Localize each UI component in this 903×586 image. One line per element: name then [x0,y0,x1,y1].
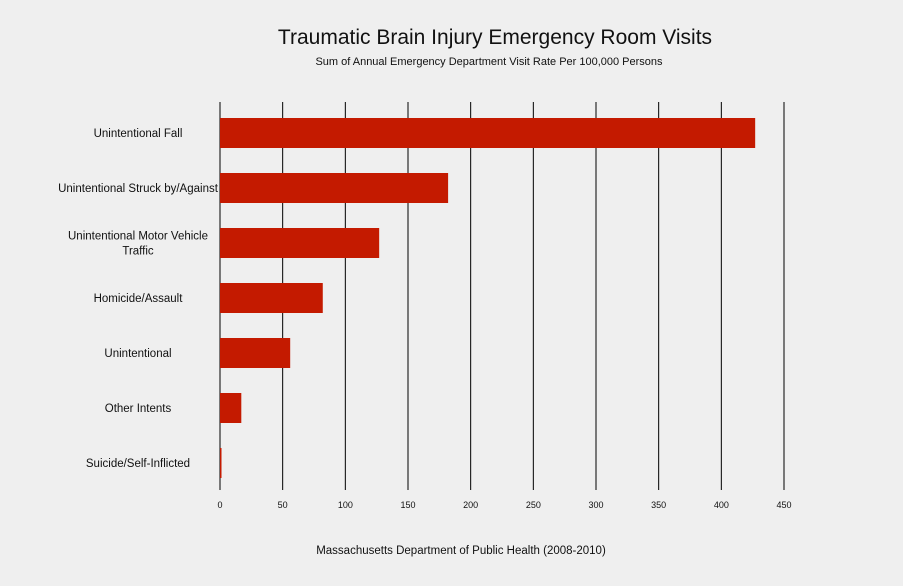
bar [220,338,291,368]
category-label: Homicide/Assault [94,293,184,305]
bar [220,118,756,148]
x-tick-label: 0 [217,500,222,510]
category-label: Other Intents [105,403,172,415]
bar [220,448,222,478]
chart-source: Massachusetts Department of Public Healt… [316,545,606,557]
category-label: Unintentional Fall [94,128,183,140]
x-tick-label: 350 [651,500,666,510]
x-tick-label: 200 [463,500,478,510]
x-tick-label: 450 [776,500,791,510]
x-tick-label: 50 [278,500,288,510]
x-tick-label: 150 [400,500,415,510]
category-label: Suicide/Self-Inflicted [86,458,190,470]
x-tick-label: 100 [338,500,353,510]
category-label: Unintentional Motor Vehicle [68,231,208,243]
x-tick-label: 300 [588,500,603,510]
bars [220,118,756,478]
x-tick-label: 400 [714,500,729,510]
category-label: Unintentional [104,348,171,360]
gridlines [219,102,785,490]
x-tick-labels: 0 50 100 150 200 250 300 350 400 450 [217,500,791,510]
bar [220,228,380,258]
chart-subtitle: Sum of Annual Emergency Department Visit… [315,56,663,68]
bar [220,283,323,313]
bar [220,393,242,423]
chart-title: Traumatic Brain Injury Emergency Room Vi… [278,26,712,49]
category-label: Unintentional Struck by/Against [58,183,219,195]
category-label: Traffic [122,246,154,258]
bar [220,173,449,203]
x-tick-label: 250 [526,500,541,510]
category-labels: Unintentional Fall Unintentional Struck b… [58,128,219,470]
